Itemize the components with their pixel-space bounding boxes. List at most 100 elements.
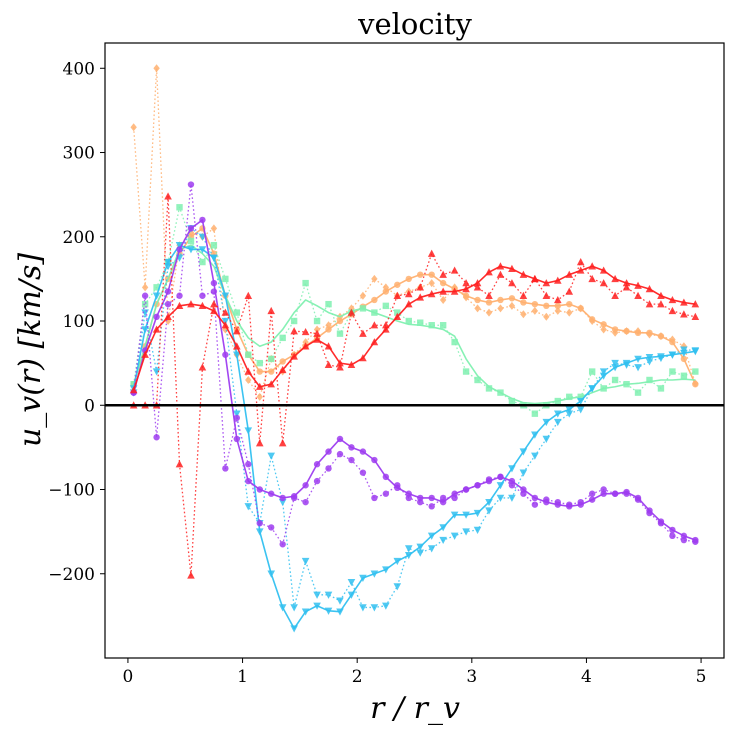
data-point-cyan-solid (255, 528, 264, 536)
data-point-red-solid (290, 352, 298, 360)
data-point-purple-dotted (394, 482, 401, 489)
data-point-cyan-dotted (462, 528, 470, 536)
plot-frame (104, 42, 725, 659)
data-point-orange-solid (256, 368, 263, 375)
data-point-purple-dotted (611, 490, 619, 497)
data-point-orange-dotted (588, 317, 596, 326)
data-point-cyan-dotted (313, 591, 321, 599)
data-point-red-dotted (634, 291, 642, 299)
data-point-red-dotted (576, 258, 585, 266)
data-point-red-solid (313, 335, 321, 343)
data-point-purple-solid (382, 473, 390, 481)
data-point-purple-dotted (566, 501, 573, 508)
data-point-orange-solid (325, 326, 332, 333)
data-point-orange-dotted (439, 295, 447, 304)
data-point-cyan-dotted (152, 368, 161, 376)
data-point-cyan-dotted (301, 557, 310, 566)
data-point-cyan-solid (221, 292, 230, 300)
data-point-red-solid (382, 325, 390, 333)
data-point-cyan-dotted (427, 545, 436, 553)
data-point-red-dotted (278, 439, 287, 447)
data-point-green-dotted (325, 300, 332, 308)
data-point-purple-dotted (497, 473, 504, 481)
data-point-red-dotted (404, 290, 413, 298)
y-tick-label: −100 (48, 481, 95, 501)
data-point-purple-dotted (199, 292, 206, 299)
data-point-purple-dotted (600, 486, 607, 493)
x-tick-label: 4 (581, 667, 592, 687)
x-tick-label: 1 (237, 667, 248, 687)
data-point-cyan-dotted (588, 385, 596, 393)
data-point-cyan-dotted (336, 597, 344, 605)
data-point-purple-solid (176, 246, 183, 253)
series-red-dotted (129, 192, 700, 579)
data-point-red-solid (427, 290, 436, 298)
y-tick-label: 200 (63, 228, 95, 248)
data-point-purple-dotted (485, 476, 493, 483)
data-point-purple-dotted (153, 434, 160, 441)
data-point-cyan-solid (565, 406, 574, 414)
data-point-red-dotted (359, 329, 367, 337)
data-point-cyan-solid (645, 354, 654, 362)
data-point-purple-dotted (176, 292, 183, 299)
data-point-cyan-dotted (393, 583, 402, 591)
data-point-cyan-solid (290, 625, 298, 633)
data-point-cyan-dotted (576, 406, 585, 414)
data-point-purple-dotted (164, 300, 172, 308)
data-point-purple-dotted (382, 490, 390, 497)
data-point-orange-dotted (669, 335, 676, 344)
data-point-orange-dotted (164, 317, 172, 326)
data-point-orange-dotted (210, 224, 218, 233)
data-point-cyan-solid (198, 246, 207, 254)
series-purple-dotted (130, 181, 699, 548)
data-point-orange-solid (394, 281, 401, 288)
data-point-orange-dotted (245, 375, 252, 384)
data-point-green-dotted (634, 389, 642, 396)
data-point-green-dotted (669, 368, 676, 375)
data-point-cyan-dotted (473, 526, 482, 534)
data-point-red-solid (404, 300, 413, 308)
data-point-green-dotted (405, 317, 412, 325)
data-point-cyan-dotted (691, 347, 700, 355)
data-point-green-dotted (394, 309, 401, 316)
data-point-purple-dotted (531, 501, 539, 508)
data-point-cyan-dotted (370, 604, 379, 612)
data-point-purple-dotted (256, 520, 263, 527)
data-point-red-dotted (645, 300, 654, 308)
data-point-cyan-solid (359, 574, 367, 582)
data-point-orange-solid (474, 296, 481, 304)
series-line-green-solid (132, 244, 696, 405)
data-point-cyan-solid (496, 482, 505, 490)
data-point-cyan-solid (370, 570, 379, 578)
y-tick-label: 100 (63, 312, 95, 332)
data-point-green-dotted (176, 204, 183, 211)
data-point-orange-solid (371, 296, 378, 304)
data-point-cyan-solid (233, 351, 241, 359)
data-point-cyan-solid (508, 465, 516, 473)
data-point-cyan-solid (347, 591, 356, 599)
data-point-orange-solid (417, 271, 424, 278)
series-line-orange-dotted (133, 67, 696, 398)
data-point-red-dotted (382, 321, 390, 329)
series-line-red-dotted (133, 195, 696, 577)
data-point-purple-dotted (520, 490, 527, 497)
data-point-red-dotted (519, 291, 528, 299)
data-point-cyan-dotted (210, 254, 218, 262)
data-point-cyan-solid (301, 608, 310, 616)
data-point-purple-dotted (428, 503, 435, 510)
data-point-red-solid (657, 291, 665, 299)
data-point-cyan-dotted (267, 452, 276, 460)
data-point-purple-dotted (439, 494, 447, 502)
data-point-red-dotted (485, 291, 493, 299)
data-point-cyan-solid (336, 608, 344, 616)
data-point-red-solid (622, 279, 631, 287)
axis-ticks: 0 1 2 3 4 5 −200 −100 0 100 200 300 400 (48, 59, 706, 687)
data-point-red-dotted (427, 249, 436, 257)
data-point-red-solid (576, 266, 585, 274)
data-point-cyan-solid (485, 498, 493, 507)
data-point-purple-dotted (313, 477, 321, 485)
y-tick-label: 0 (84, 396, 95, 416)
series-cyan-dotted (129, 225, 700, 612)
data-point-red-solid (542, 279, 551, 287)
data-point-cyan-dotted (657, 354, 665, 363)
